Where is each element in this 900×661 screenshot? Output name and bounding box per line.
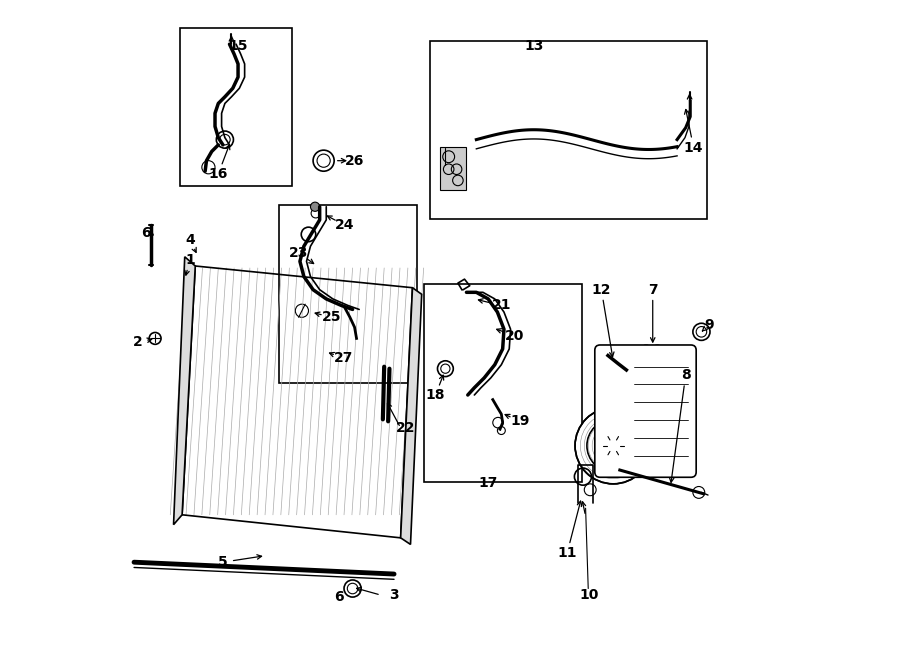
Bar	[440, 147, 466, 190]
Text: 8: 8	[680, 368, 690, 382]
Text: 21: 21	[491, 299, 511, 313]
Text: 19: 19	[510, 414, 529, 428]
Bar	[279, 206, 417, 383]
Text: 16: 16	[209, 167, 228, 181]
Text: 6: 6	[141, 226, 150, 240]
Text: 9: 9	[704, 318, 714, 332]
Text: 5: 5	[218, 555, 228, 569]
Text: 17: 17	[479, 476, 498, 490]
Bar	[430, 41, 706, 219]
Text: 11: 11	[557, 546, 577, 560]
Text: 25: 25	[322, 310, 341, 325]
Text: 27: 27	[334, 351, 353, 365]
Polygon shape	[174, 256, 195, 525]
Circle shape	[608, 440, 618, 451]
Text: 15: 15	[229, 39, 248, 53]
Text: 13: 13	[525, 39, 544, 53]
Bar	[424, 284, 581, 482]
Text: 23: 23	[289, 246, 309, 260]
Circle shape	[310, 202, 320, 212]
Bar	[180, 28, 292, 186]
Text: 6: 6	[335, 590, 344, 604]
Polygon shape	[400, 288, 422, 545]
Text: 12: 12	[591, 283, 611, 297]
Text: 20: 20	[505, 329, 524, 343]
Text: 22: 22	[395, 421, 415, 435]
Text: 1: 1	[185, 253, 195, 267]
Text: 14: 14	[684, 141, 703, 155]
Text: 10: 10	[580, 588, 599, 602]
Text: 26: 26	[345, 153, 364, 168]
Text: 7: 7	[648, 283, 658, 297]
Text: 2: 2	[132, 335, 142, 350]
Text: 4: 4	[185, 233, 195, 247]
Text: 3: 3	[389, 588, 399, 602]
FancyBboxPatch shape	[595, 345, 697, 477]
Circle shape	[575, 408, 652, 484]
Text: 24: 24	[335, 218, 355, 232]
Text: 18: 18	[426, 388, 446, 402]
